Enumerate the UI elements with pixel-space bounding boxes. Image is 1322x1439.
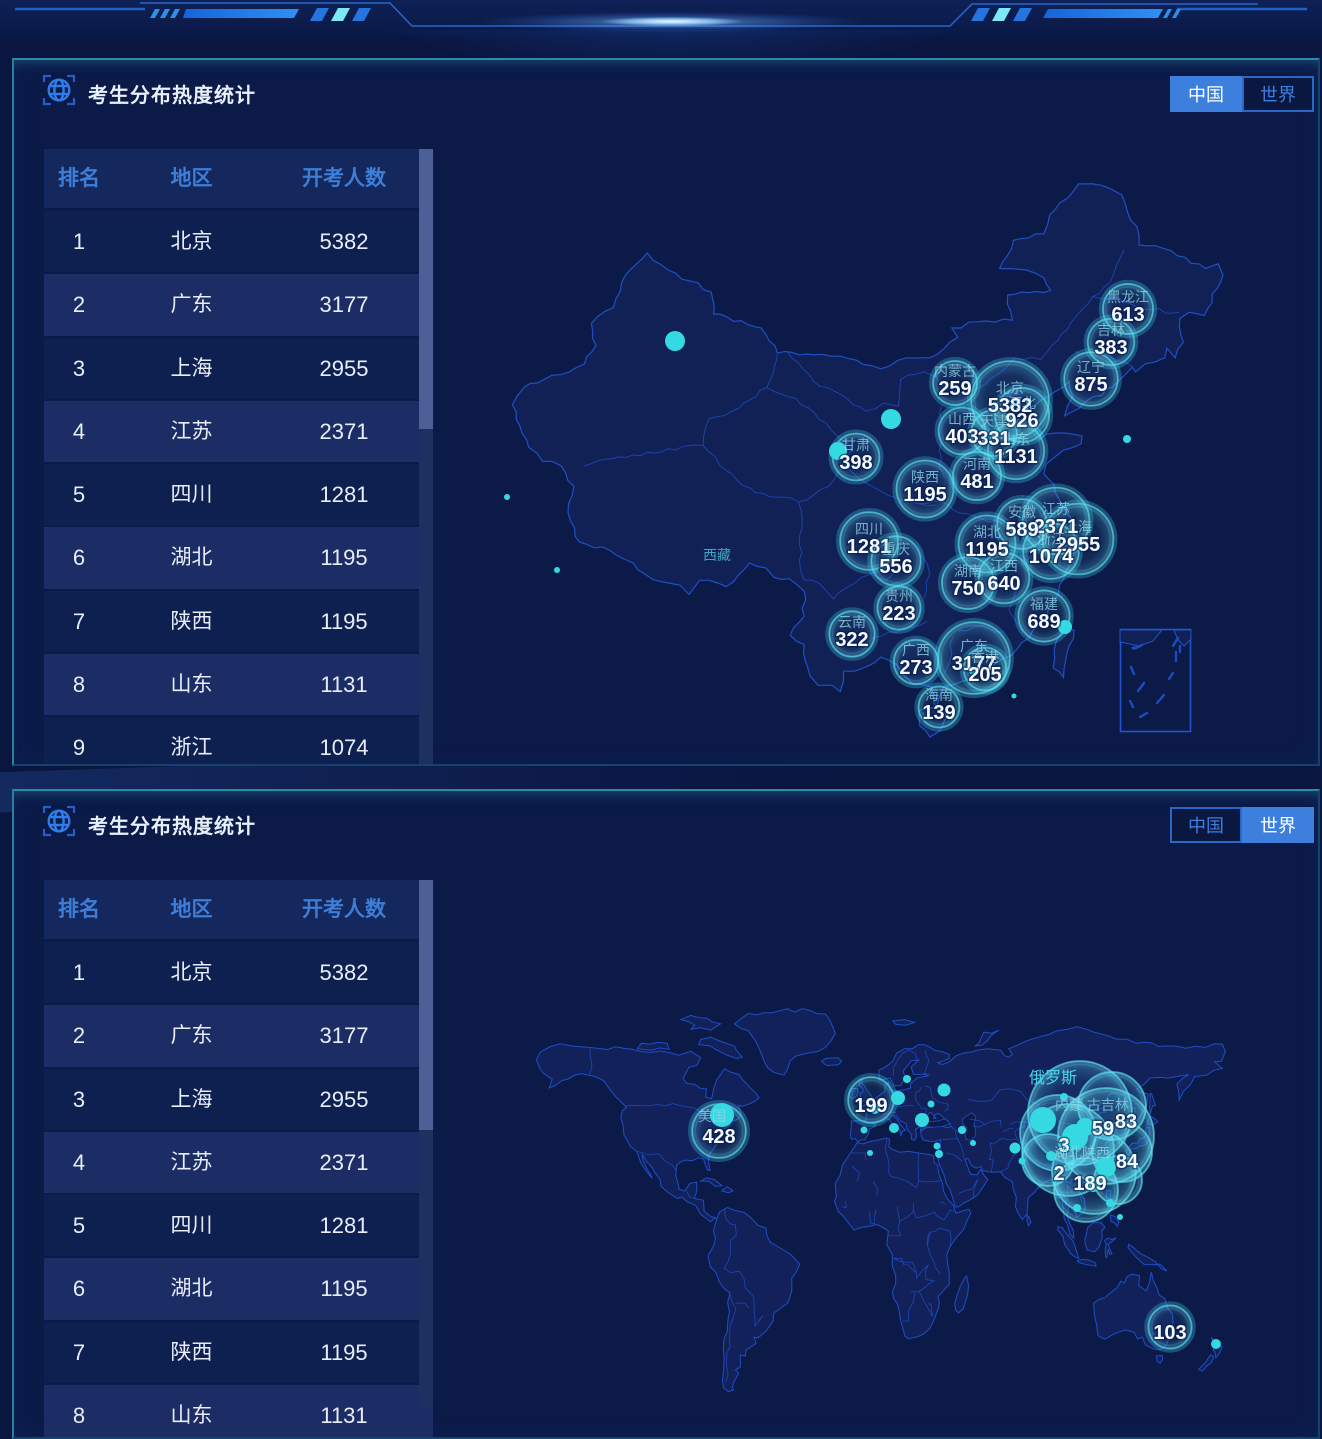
svg-text:广东: 广东	[960, 638, 988, 654]
svg-text:海南: 海南	[925, 687, 953, 703]
svg-text:3177: 3177	[952, 653, 997, 675]
svg-text:84: 84	[1116, 1151, 1139, 1173]
svg-text:428: 428	[702, 1126, 735, 1148]
svg-text:322: 322	[835, 629, 868, 651]
svg-text:甘肃: 甘肃	[842, 437, 870, 453]
svg-text:重庆: 重庆	[882, 541, 910, 557]
svg-text:199: 199	[854, 1095, 887, 1117]
svg-text:3: 3	[1058, 1135, 1069, 1157]
svg-text:331: 331	[977, 428, 1010, 450]
svg-text:640: 640	[987, 573, 1020, 595]
svg-text:139: 139	[922, 702, 955, 724]
svg-text:江苏: 江苏	[1042, 501, 1070, 517]
svg-text:589: 589	[1005, 519, 1038, 541]
svg-text:山西: 山西	[948, 411, 976, 427]
svg-text:556: 556	[879, 556, 912, 578]
svg-text:安徽: 安徽	[1008, 504, 1036, 520]
svg-text:403: 403	[945, 426, 978, 448]
svg-text:1074: 1074	[1029, 546, 1074, 568]
svg-text:黑龙江: 黑龙江	[1107, 289, 1149, 305]
svg-text:湖北陕西: 湖北陕西	[1054, 1145, 1110, 1161]
svg-text:1195: 1195	[903, 484, 946, 506]
svg-text:613: 613	[1111, 304, 1144, 326]
svg-text:陕西: 陕西	[911, 469, 939, 485]
svg-text:浙江: 浙江	[1037, 531, 1065, 547]
svg-text:湖南: 湖南	[954, 563, 982, 579]
svg-text:江西: 江西	[990, 558, 1018, 574]
svg-text:750: 750	[951, 578, 984, 600]
svg-text:内蒙古: 内蒙古	[934, 363, 976, 379]
svg-text:1195: 1195	[965, 539, 1008, 561]
svg-text:103: 103	[1153, 1322, 1186, 1344]
svg-text:2371: 2371	[1034, 516, 1079, 538]
svg-text:259: 259	[938, 378, 971, 400]
svg-text:689: 689	[1027, 611, 1060, 633]
svg-text:59: 59	[1092, 1118, 1114, 1140]
svg-text:北京: 北京	[996, 380, 1024, 396]
svg-text:2: 2	[1053, 1163, 1064, 1185]
svg-text:辽宁: 辽宁	[1077, 359, 1105, 375]
svg-text:河北: 河北	[1008, 395, 1036, 411]
svg-text:383: 383	[1094, 337, 1127, 359]
svg-text:香港: 香港	[971, 649, 999, 665]
svg-text:481: 481	[960, 471, 993, 493]
svg-text:西藏: 西藏	[703, 547, 731, 563]
svg-text:广西: 广西	[902, 642, 930, 658]
svg-text:1281: 1281	[847, 536, 892, 558]
svg-text:贵州: 贵州	[885, 588, 913, 604]
svg-text:俄罗斯: 俄罗斯	[1029, 1069, 1077, 1087]
svg-text:926: 926	[1005, 410, 1038, 432]
svg-text:1131: 1131	[994, 446, 1037, 468]
svg-text:83: 83	[1115, 1111, 1137, 1133]
svg-text:河南: 河南	[963, 456, 991, 472]
svg-text:湖北: 湖北	[973, 524, 1001, 540]
svg-text:天津: 天津	[980, 413, 1008, 429]
svg-text:189: 189	[1073, 1173, 1106, 1195]
svg-text:福建: 福建	[1030, 596, 1058, 612]
svg-text:云南: 云南	[838, 614, 866, 630]
svg-text:205: 205	[968, 664, 1001, 686]
svg-text:5382: 5382	[988, 395, 1033, 417]
svg-text:吉林: 吉林	[1097, 322, 1125, 338]
svg-text:内蒙 古吉林: 内蒙 古吉林	[1055, 1097, 1129, 1113]
svg-text:美国: 美国	[698, 1108, 726, 1124]
svg-text:四川: 四川	[855, 521, 883, 537]
svg-text:上海: 上海	[1064, 519, 1092, 535]
svg-text:223: 223	[882, 603, 915, 625]
svg-text:山东: 山东	[1002, 431, 1030, 447]
svg-text:398: 398	[839, 452, 872, 474]
svg-text:2955: 2955	[1056, 534, 1101, 556]
svg-text:875: 875	[1074, 374, 1107, 396]
svg-text:273: 273	[899, 657, 932, 679]
